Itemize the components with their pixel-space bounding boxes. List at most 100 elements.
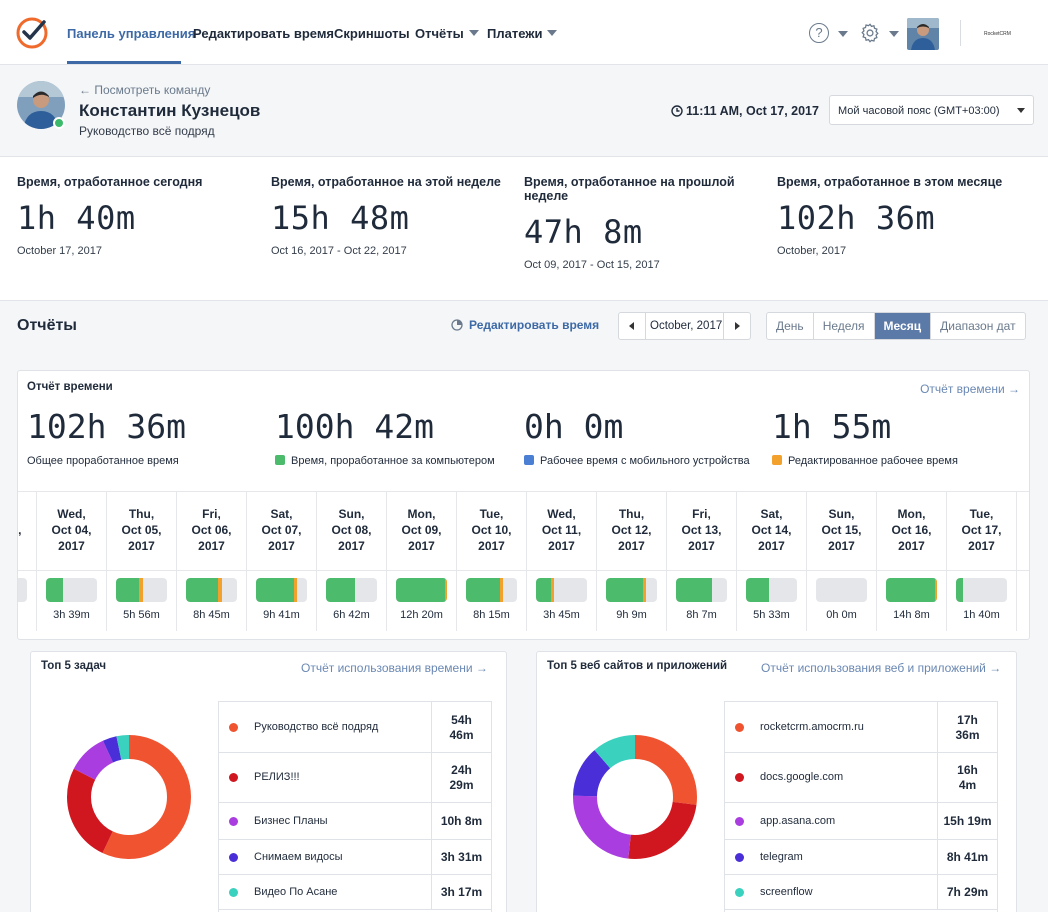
app-logo-icon[interactable] — [15, 16, 49, 50]
color-dot — [735, 816, 744, 826]
previous-period-button[interactable] — [619, 313, 646, 339]
chevron-down-icon — [468, 30, 479, 36]
day-column: Tue,Oct 03,2017 — [18, 492, 37, 631]
donut-slice[interactable] — [67, 735, 191, 859]
user-avatar[interactable] — [907, 18, 939, 50]
nav-edit-time[interactable]: Редактировать время — [193, 26, 335, 41]
total-time-value: 102h 36m — [27, 407, 186, 446]
period-navigator: October, 2017 — [618, 312, 751, 340]
nav-payments-label: Платежи — [487, 26, 543, 41]
nav-dashboard[interactable]: Панель управления — [67, 26, 196, 41]
day-column: Wed, Oct 04, 2017 3h 39m — [37, 492, 107, 631]
day-bar[interactable] — [816, 578, 867, 602]
top-sites-card: Топ 5 веб сайтов и приложений Отчёт испо… — [536, 651, 1017, 912]
tab-month[interactable]: Месяц — [874, 313, 932, 339]
chevron-down-icon[interactable] — [889, 31, 899, 37]
edited-time-value: 1h 55m — [772, 407, 892, 446]
day-header: Mon, Oct 16, 2017 — [891, 507, 932, 553]
user-name: Константин Кузнецов — [79, 101, 261, 120]
row-name: Бизнес Планы — [254, 814, 328, 827]
chevron-down-icon — [1017, 108, 1025, 113]
top-sites-link[interactable]: Отчёт использования веб и приложений → — [761, 661, 1002, 675]
row-name: Видео По Асане — [254, 885, 338, 898]
help-icon[interactable]: ? — [809, 23, 829, 43]
day-bar[interactable] — [676, 578, 727, 602]
day-bar[interactable] — [396, 578, 447, 602]
arrow-left-icon — [629, 322, 634, 330]
clock-icon — [671, 105, 683, 117]
day-header: Tue,Oct 03,2017 — [18, 523, 22, 537]
day-header: Mon, Oct 09, 2017 — [401, 507, 442, 553]
row-value: 3h 17m — [431, 875, 491, 910]
mobile-time-legend: Рабочее время с мобильного устройства — [524, 455, 750, 467]
row-value: 10h 8m — [431, 803, 491, 840]
computer-time-bar — [46, 578, 63, 602]
day-header: Sun, Oct 08, 2017 — [331, 507, 372, 553]
stat-week-label: Время, отработанное на этой неделе — [271, 175, 501, 189]
company-logo[interactable]: RocketCRM — [984, 31, 1011, 37]
day-column: Sat, Oct 14, 2017 5h 33m — [737, 492, 807, 631]
timezone-select[interactable]: Мой часовой пояс (GMT+03:00) — [829, 95, 1034, 125]
day-bar[interactable] — [46, 578, 97, 602]
day-total: 8h 15m — [473, 609, 510, 621]
gear-icon[interactable] — [859, 22, 881, 44]
mobile-time-label: Рабочее время с мобильного устройства — [540, 455, 750, 467]
table-row: telegram 8h 41m — [725, 840, 997, 875]
edited-time-bar — [642, 578, 646, 602]
tab-date-range[interactable]: Диапазон дат — [940, 319, 1016, 333]
day-bar[interactable] — [256, 578, 307, 602]
tab-week[interactable]: Неделя — [814, 313, 875, 339]
day-bar[interactable] — [746, 578, 797, 602]
edited-time-bar — [139, 578, 143, 602]
nav-reports[interactable]: Отчёты — [415, 26, 479, 41]
donut-slice[interactable] — [573, 735, 697, 859]
edit-time-link[interactable]: Редактировать время — [451, 318, 599, 332]
day-bar[interactable] — [886, 578, 937, 602]
computer-time-bar — [746, 578, 770, 602]
chevron-down-icon — [547, 30, 558, 36]
computer-time-legend: Время, проработанное за компьютером — [275, 455, 495, 467]
color-dot — [229, 722, 238, 732]
computer-time-bar — [116, 578, 140, 602]
total-time-label: Общее проработанное время — [27, 455, 179, 467]
donut-slice[interactable] — [573, 735, 697, 859]
computer-time-bar — [186, 578, 218, 602]
edited-time-bar — [293, 578, 297, 602]
table-row: rocketcrm.amocrm.ru 17h 36m — [725, 702, 997, 753]
table-row: Руководство всё подряд 54h 46m — [219, 702, 491, 753]
day-bar[interactable] — [466, 578, 517, 602]
view-team-link[interactable]: ← Посмотреть команду — [79, 83, 211, 97]
day-bar[interactable] — [536, 578, 587, 602]
day-bar[interactable] — [956, 578, 1007, 602]
top-tasks-link[interactable]: Отчёт использования времени → — [301, 661, 488, 675]
day-bar[interactable] — [326, 578, 377, 602]
nav-screenshots[interactable]: Скриншоты — [334, 26, 410, 41]
donut-slice[interactable] — [573, 735, 697, 859]
day-total: 12h 20m — [400, 609, 443, 621]
top-tasks-title: Топ 5 задач — [41, 660, 107, 672]
day-bar[interactable] — [18, 578, 27, 602]
time-report-link[interactable]: Отчёт времени → — [920, 382, 1020, 396]
day-total: 8h 45m — [193, 609, 230, 621]
row-name: screenflow — [760, 885, 813, 898]
day-total: 3h 45m — [543, 609, 580, 621]
day-bar[interactable] — [606, 578, 657, 602]
user-role: Руководство всё подряд — [79, 124, 215, 138]
stat-week-date: Oct 16, 2017 - Oct 22, 2017 — [271, 245, 407, 257]
day-bar[interactable] — [116, 578, 167, 602]
period-value[interactable]: October, 2017 — [650, 320, 723, 332]
edited-time-bar — [551, 578, 555, 602]
edit-time-label: Редактировать время — [469, 318, 600, 332]
stat-month-value: 102h 36m — [777, 199, 936, 237]
day-bar[interactable] — [186, 578, 237, 602]
day-total: 9h 9m — [616, 609, 647, 621]
timeline-divider — [18, 570, 1029, 571]
donut-slice[interactable] — [67, 735, 191, 859]
chevron-down-icon[interactable] — [838, 31, 848, 37]
day-header: Thu, Oct 12, 2017 — [611, 507, 652, 553]
next-period-button[interactable] — [723, 313, 750, 339]
day-column: Wed, Oct 11, 2017 3h 45m — [527, 492, 597, 631]
top-sites-title: Топ 5 веб сайтов и приложений — [547, 660, 728, 672]
nav-payments[interactable]: Платежи — [487, 26, 558, 41]
tab-day[interactable]: День — [767, 313, 814, 339]
